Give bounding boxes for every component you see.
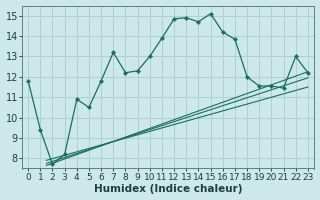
X-axis label: Humidex (Indice chaleur): Humidex (Indice chaleur) [94, 184, 242, 194]
